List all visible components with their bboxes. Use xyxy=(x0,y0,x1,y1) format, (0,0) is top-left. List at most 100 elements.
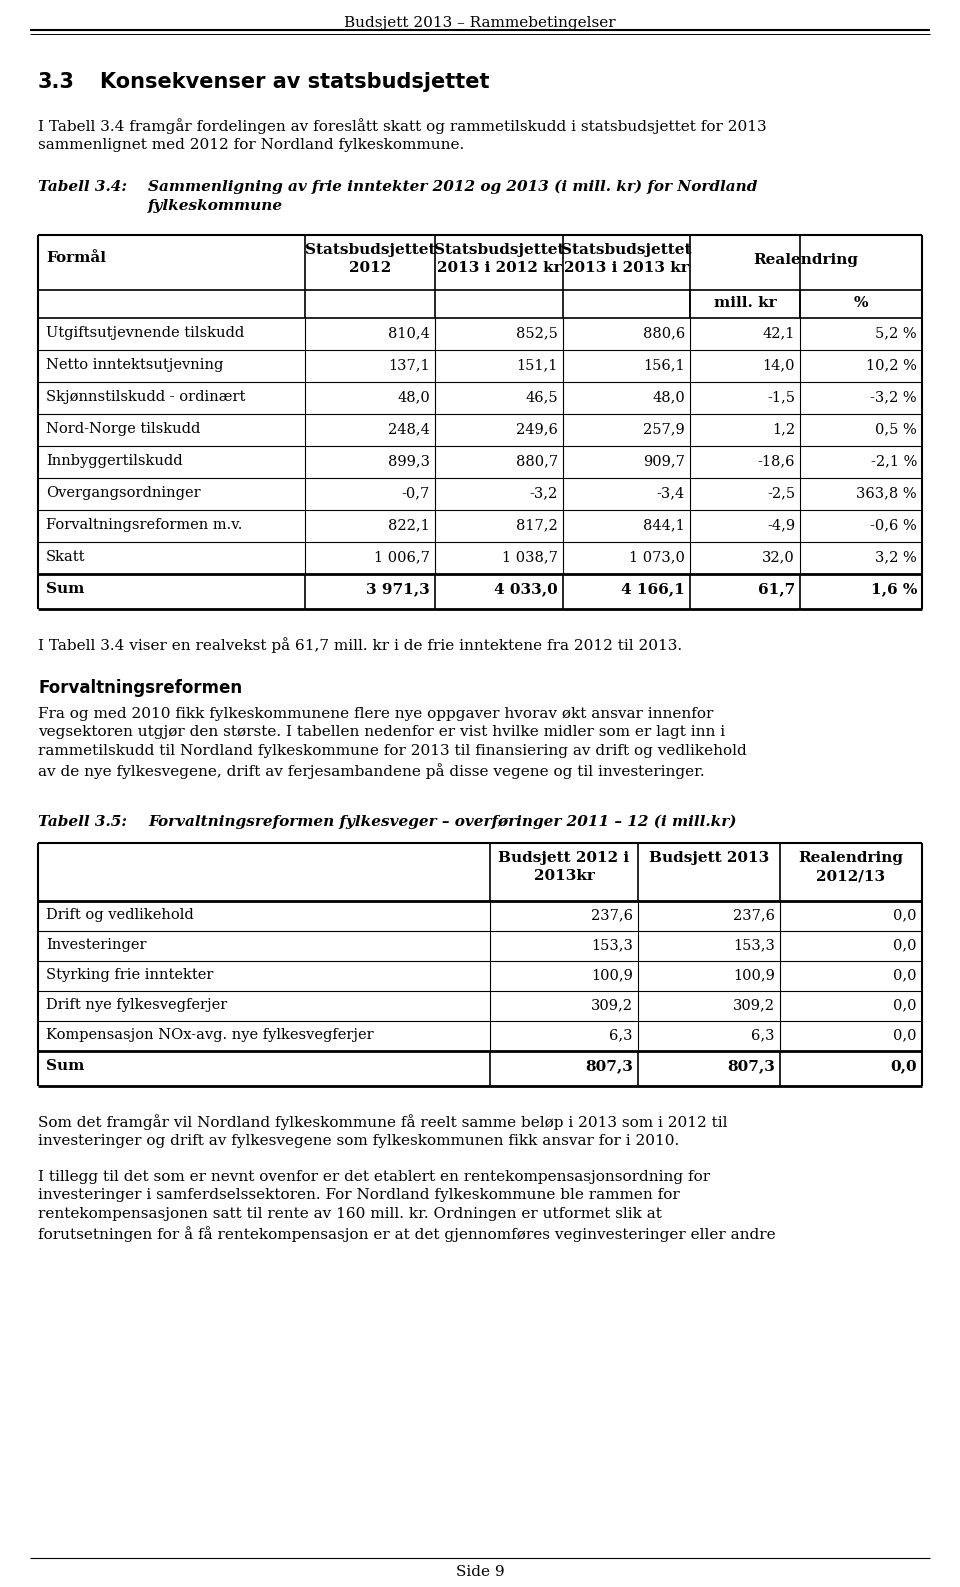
Text: Sammenligning av frie inntekter 2012 og 2013 (i mill. kr) for Nordland
fylkeskom: Sammenligning av frie inntekter 2012 og … xyxy=(148,179,757,213)
Text: 0,0: 0,0 xyxy=(894,968,917,982)
Text: -1,5: -1,5 xyxy=(767,390,795,405)
Text: 237,6: 237,6 xyxy=(733,908,775,922)
Text: Tabell 3.4:: Tabell 3.4: xyxy=(38,179,127,194)
Text: 3 971,3: 3 971,3 xyxy=(367,582,430,597)
Text: 822,1: 822,1 xyxy=(388,517,430,532)
Text: -4,9: -4,9 xyxy=(767,517,795,532)
Text: Sum: Sum xyxy=(46,582,84,597)
Text: 3,2 %: 3,2 % xyxy=(876,551,917,563)
Text: 363,8 %: 363,8 % xyxy=(856,486,917,500)
Text: 852,5: 852,5 xyxy=(516,325,558,340)
Text: 153,3: 153,3 xyxy=(733,938,775,952)
Text: 309,2: 309,2 xyxy=(733,998,775,1013)
Text: -18,6: -18,6 xyxy=(757,454,795,468)
Text: 810,4: 810,4 xyxy=(388,325,430,340)
Text: Realendring
2012/13: Realendring 2012/13 xyxy=(799,851,903,884)
Text: 10,2 %: 10,2 % xyxy=(866,359,917,371)
Text: -3,2: -3,2 xyxy=(530,486,558,500)
Text: Forvaltningsreformen: Forvaltningsreformen xyxy=(38,679,242,697)
Text: Skatt: Skatt xyxy=(46,551,85,563)
Text: -2,1 %: -2,1 % xyxy=(871,454,917,468)
Text: Forvaltningsreformen m.v.: Forvaltningsreformen m.v. xyxy=(46,517,242,532)
Text: 4 166,1: 4 166,1 xyxy=(621,582,685,597)
Text: Utgiftsutjevnende tilskudd: Utgiftsutjevnende tilskudd xyxy=(46,325,244,340)
Text: Sum: Sum xyxy=(46,1059,84,1073)
Text: 0,0: 0,0 xyxy=(894,908,917,922)
Text: 248,4: 248,4 xyxy=(388,422,430,436)
Text: 817,2: 817,2 xyxy=(516,517,558,532)
Text: 137,1: 137,1 xyxy=(389,359,430,371)
Text: 1,6 %: 1,6 % xyxy=(871,582,917,597)
Text: Nord-Norge tilskudd: Nord-Norge tilskudd xyxy=(46,422,201,436)
Text: 0,0: 0,0 xyxy=(894,1028,917,1043)
Text: 807,3: 807,3 xyxy=(586,1059,633,1073)
Text: Budsjett 2012 i
2013kr: Budsjett 2012 i 2013kr xyxy=(498,851,630,884)
Text: Statsbudsjettet
2012: Statsbudsjettet 2012 xyxy=(304,243,435,276)
Text: Som det framgår vil Nordland fylkeskommune få reelt samme beløp i 2013 som i 201: Som det framgår vil Nordland fylkeskommu… xyxy=(38,1114,728,1149)
Text: %: % xyxy=(853,297,868,309)
Text: Investeringer: Investeringer xyxy=(46,938,147,952)
Text: 151,1: 151,1 xyxy=(516,359,558,371)
Text: 909,7: 909,7 xyxy=(643,454,685,468)
Text: I tillegg til det som er nevnt ovenfor er det etablert en rentekompensasjonsordn: I tillegg til det som er nevnt ovenfor e… xyxy=(38,1170,776,1241)
Text: Drift og vedlikehold: Drift og vedlikehold xyxy=(46,908,194,922)
Text: 5,2 %: 5,2 % xyxy=(876,325,917,340)
Text: 6,3: 6,3 xyxy=(610,1028,633,1043)
Text: 0,5 %: 0,5 % xyxy=(876,422,917,436)
Text: -0,7: -0,7 xyxy=(401,486,430,500)
Text: -3,2 %: -3,2 % xyxy=(871,390,917,405)
Text: 844,1: 844,1 xyxy=(643,517,685,532)
Text: I Tabell 3.4 framgår fordelingen av foreslått skatt og rammetilskudd i statsbuds: I Tabell 3.4 framgår fordelingen av fore… xyxy=(38,117,767,152)
Text: 100,9: 100,9 xyxy=(733,968,775,982)
Text: 807,3: 807,3 xyxy=(727,1059,775,1073)
Text: 14,0: 14,0 xyxy=(762,359,795,371)
Text: Skjønnstilskudd - ordinært: Skjønnstilskudd - ordinært xyxy=(46,390,246,405)
Text: Konsekvenser av statsbudsjettet: Konsekvenser av statsbudsjettet xyxy=(100,71,490,92)
Text: 880,6: 880,6 xyxy=(643,325,685,340)
Text: 1 073,0: 1 073,0 xyxy=(629,551,685,563)
Text: Statsbudsjettet
2013 i 2012 kr: Statsbudsjettet 2013 i 2012 kr xyxy=(434,243,564,276)
Text: 100,9: 100,9 xyxy=(591,968,633,982)
Text: 309,2: 309,2 xyxy=(591,998,633,1013)
Text: Budsjett 2013 – Rammebetingelser: Budsjett 2013 – Rammebetingelser xyxy=(345,16,615,30)
Text: 0,0: 0,0 xyxy=(894,998,917,1013)
Text: Side 9: Side 9 xyxy=(456,1565,504,1579)
Text: Fra og med 2010 fikk fylkeskommunene flere nye oppgaver hvorav økt ansvar innenf: Fra og med 2010 fikk fylkeskommunene fle… xyxy=(38,706,747,779)
Text: 156,1: 156,1 xyxy=(643,359,685,371)
Text: Styrking frie inntekter: Styrking frie inntekter xyxy=(46,968,213,982)
Text: Overgangsordninger: Overgangsordninger xyxy=(46,486,201,500)
Text: Tabell 3.5:: Tabell 3.5: xyxy=(38,816,127,828)
Text: -2,5: -2,5 xyxy=(767,486,795,500)
Text: 899,3: 899,3 xyxy=(388,454,430,468)
Text: I Tabell 3.4 viser en realvekst på 61,7 mill. kr i de frie inntektene fra 2012 t: I Tabell 3.4 viser en realvekst på 61,7 … xyxy=(38,636,683,652)
Text: 42,1: 42,1 xyxy=(762,325,795,340)
Text: 880,7: 880,7 xyxy=(516,454,558,468)
Text: -0,6 %: -0,6 % xyxy=(871,517,917,532)
Text: 6,3: 6,3 xyxy=(752,1028,775,1043)
Text: -3,4: -3,4 xyxy=(657,486,685,500)
Text: Drift nye fylkesvegferjer: Drift nye fylkesvegferjer xyxy=(46,998,228,1013)
Text: 0,0: 0,0 xyxy=(894,938,917,952)
Text: 4 033,0: 4 033,0 xyxy=(494,582,558,597)
Text: 257,9: 257,9 xyxy=(643,422,685,436)
Text: 32,0: 32,0 xyxy=(762,551,795,563)
Text: Formål: Formål xyxy=(46,251,106,265)
Text: 61,7: 61,7 xyxy=(757,582,795,597)
Text: 153,3: 153,3 xyxy=(591,938,633,952)
Text: Forvaltningsreformen fylkesveger – overføringer 2011 – 12 (i mill.kr): Forvaltningsreformen fylkesveger – overf… xyxy=(148,816,736,830)
Text: 48,0: 48,0 xyxy=(397,390,430,405)
Text: Innbyggertilskudd: Innbyggertilskudd xyxy=(46,454,182,468)
Text: 0,0: 0,0 xyxy=(890,1059,917,1073)
Text: 1 006,7: 1 006,7 xyxy=(374,551,430,563)
Text: 46,5: 46,5 xyxy=(525,390,558,405)
Text: 3.3: 3.3 xyxy=(38,71,75,92)
Text: Realendring: Realendring xyxy=(754,252,858,267)
Text: mill. kr: mill. kr xyxy=(713,297,777,309)
Text: Budsjett 2013: Budsjett 2013 xyxy=(649,851,769,865)
Text: Statsbudsjettet
2013 i 2013 kr: Statsbudsjettet 2013 i 2013 kr xyxy=(561,243,691,276)
Text: 237,6: 237,6 xyxy=(591,908,633,922)
Text: Kompensasjon NOx-avg. nye fylkesvegferjer: Kompensasjon NOx-avg. nye fylkesvegferje… xyxy=(46,1028,373,1043)
Text: 249,6: 249,6 xyxy=(516,422,558,436)
Text: 48,0: 48,0 xyxy=(652,390,685,405)
Text: 1,2: 1,2 xyxy=(772,422,795,436)
